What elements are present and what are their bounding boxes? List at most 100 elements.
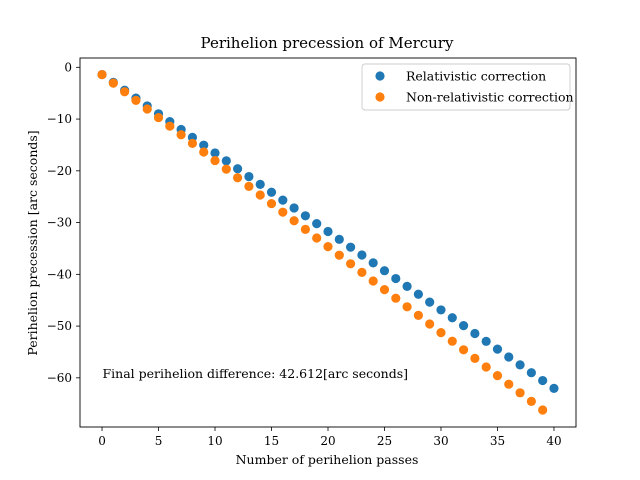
legend-marker xyxy=(375,92,385,102)
y-tick-label: −50 xyxy=(47,319,72,333)
y-tick-label: −10 xyxy=(47,112,72,126)
data-point xyxy=(266,198,277,209)
x-tick-label: 20 xyxy=(320,434,335,448)
data-point xyxy=(368,258,378,268)
data-point xyxy=(526,396,536,407)
data-point xyxy=(334,250,344,260)
data-point xyxy=(289,216,299,226)
data-point xyxy=(357,267,367,277)
data-point xyxy=(233,164,243,174)
data-point xyxy=(413,310,423,320)
final-difference-annotation: Final perihelion difference: 42.612[arc … xyxy=(103,366,409,381)
data-point xyxy=(402,281,412,291)
data-point xyxy=(481,362,491,372)
data-point xyxy=(458,321,469,331)
data-point xyxy=(187,138,198,148)
data-point xyxy=(334,234,344,244)
y-tick-label: −30 xyxy=(47,216,72,230)
data-point xyxy=(221,164,231,174)
data-point xyxy=(346,242,356,252)
data-point xyxy=(300,224,310,234)
data-point xyxy=(515,388,525,398)
y-tick-label: 0 xyxy=(64,60,72,74)
y-tick-label: −20 xyxy=(47,164,72,178)
data-point xyxy=(470,353,480,364)
data-point xyxy=(255,179,265,189)
series-2 xyxy=(97,69,548,415)
data-point xyxy=(210,148,220,158)
data-point xyxy=(425,297,435,307)
x-axis-label: Number of perihelion passes xyxy=(236,452,419,467)
data-point xyxy=(266,187,277,197)
data-point xyxy=(199,140,209,150)
data-point xyxy=(176,130,186,140)
data-point xyxy=(391,273,401,284)
data-point xyxy=(300,211,310,221)
chart-title: Perihelion precession of Mercury xyxy=(201,34,454,52)
x-tick-label: 10 xyxy=(207,434,222,448)
data-point xyxy=(504,379,514,389)
data-point xyxy=(323,226,333,237)
data-point xyxy=(97,69,107,80)
y-tick-label: −40 xyxy=(47,267,72,281)
x-tick-label: 30 xyxy=(433,434,448,448)
x-tick-label: 35 xyxy=(490,434,505,448)
legend-label: Relativistic correction xyxy=(406,69,546,84)
data-point xyxy=(402,302,412,312)
data-point xyxy=(221,156,231,166)
data-point xyxy=(244,171,254,182)
data-point xyxy=(436,305,446,315)
data-point xyxy=(278,195,288,205)
data-point xyxy=(526,368,536,378)
data-point xyxy=(481,336,491,346)
data-point xyxy=(515,360,525,370)
data-point xyxy=(346,259,356,269)
x-tick-label: 0 xyxy=(98,434,106,448)
data-point xyxy=(447,336,457,346)
data-point xyxy=(470,328,480,339)
x-tick-label: 5 xyxy=(155,434,163,448)
plot-area: 0 5 10 15 20 25 30 35 40 0 −10 −20 −30 −40 −50 −60 xyxy=(47,57,577,448)
data-point xyxy=(153,112,164,123)
data-point xyxy=(312,219,322,229)
data-point xyxy=(391,293,401,303)
data-point xyxy=(538,375,548,386)
data-point xyxy=(289,203,299,213)
legend-box xyxy=(361,63,571,111)
data-point xyxy=(458,345,469,355)
data-point xyxy=(379,285,390,295)
x-tick-label: 40 xyxy=(546,434,561,448)
legend-label: Non-relativistic correction xyxy=(406,90,574,105)
data-point xyxy=(108,78,118,88)
data-point xyxy=(210,155,220,166)
data-point xyxy=(120,87,130,97)
data-point xyxy=(312,233,322,243)
data-point xyxy=(142,104,152,114)
data-point xyxy=(504,352,514,362)
data-point xyxy=(549,383,559,393)
data-point xyxy=(357,250,367,260)
data-point xyxy=(492,371,503,381)
legend: Relativistic correction Non-relativistic … xyxy=(361,63,574,111)
y-tick-label: −60 xyxy=(47,371,72,385)
data-point xyxy=(244,181,254,191)
x-tick-label: 15 xyxy=(264,434,279,448)
y-axis-label: Perihelion precession [arc seconds] xyxy=(25,130,40,355)
data-point xyxy=(379,266,390,276)
data-point xyxy=(538,405,548,415)
data-point xyxy=(278,207,288,217)
data-point xyxy=(425,319,435,329)
data-point xyxy=(165,121,175,131)
data-point xyxy=(255,190,265,200)
data-point xyxy=(492,344,503,354)
data-point xyxy=(199,147,209,157)
data-point xyxy=(233,173,243,183)
legend-marker xyxy=(375,71,385,81)
data-point xyxy=(447,313,457,323)
x-tick-label: 25 xyxy=(377,434,392,448)
data-point xyxy=(436,328,446,338)
data-point xyxy=(323,241,333,252)
data-point xyxy=(131,95,141,105)
data-point xyxy=(413,289,423,299)
